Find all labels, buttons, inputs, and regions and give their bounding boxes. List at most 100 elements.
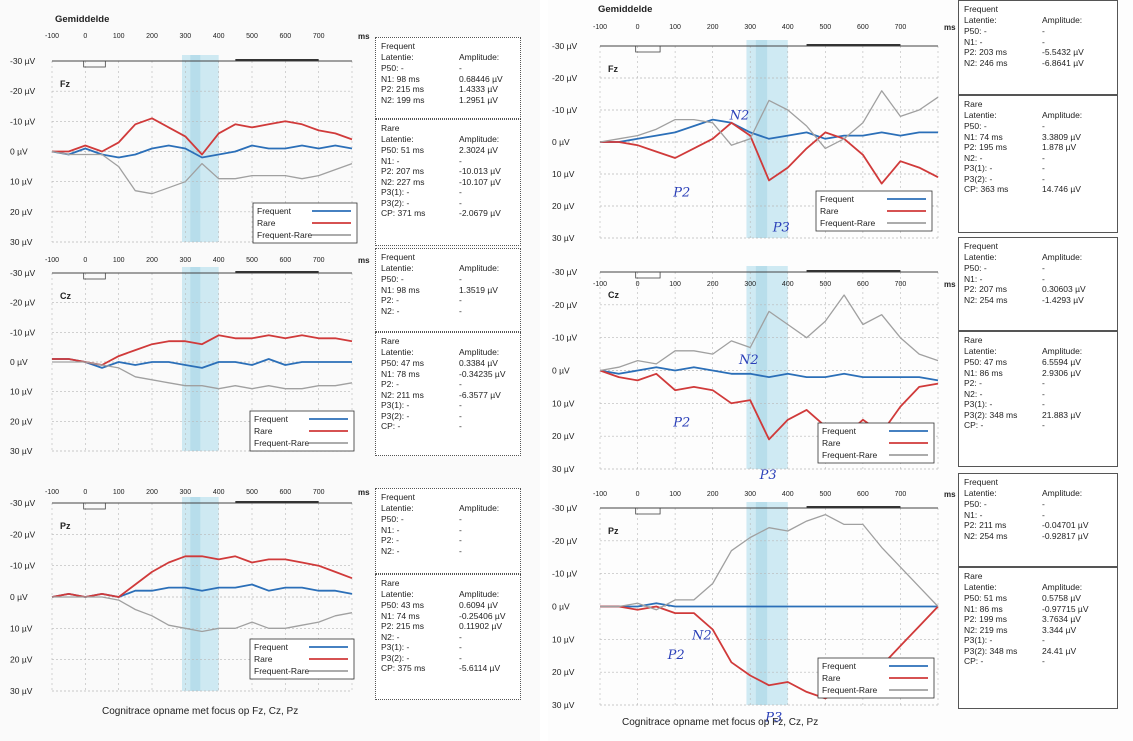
latency-header: Latentie: xyxy=(381,51,414,62)
latency-table: Frequent Latentie: Amplitude: P50: - - N1: 98… xyxy=(375,248,521,332)
amplitude-cell: - xyxy=(1042,273,1045,284)
y-tick-label: 0 µV xyxy=(552,602,570,612)
latency-cell: P2: 203 ms xyxy=(964,47,1007,57)
table-row: P2: - - xyxy=(381,295,515,306)
y-tick-label: -10 µV xyxy=(10,327,36,337)
amplitude-cell: - xyxy=(459,295,462,305)
panel-title: Gemiddelde xyxy=(598,4,653,15)
amplitude-cell: 1.2951 µV xyxy=(459,94,498,105)
table-row: CP: 371 ms -2.0679 µV xyxy=(381,208,515,219)
p300-window-core xyxy=(755,502,768,705)
x-tick-label: 400 xyxy=(782,281,794,288)
y-tick-label: -30 µV xyxy=(552,267,578,277)
amplitude-cell: 6.5594 µV xyxy=(1042,357,1081,367)
table-row: P3(1): - - xyxy=(964,163,1112,174)
p300-window-core xyxy=(190,497,201,691)
table-row: N1: 74 ms 3.3809 µV xyxy=(964,132,1112,143)
annotation-p2: P2 xyxy=(672,185,690,200)
table-heading: Rare xyxy=(381,578,400,588)
table-row: P3(1): - - xyxy=(964,635,1112,646)
amplitude-cell: -0.92817 µV xyxy=(1042,530,1089,541)
latency-cell: P3(1): - xyxy=(381,400,410,410)
handwritten-annotations: N2 P2 P3 xyxy=(672,109,790,236)
amplitude-cell: 24.41 µV xyxy=(1042,645,1077,656)
amplitude-cell: 1.4333 µV xyxy=(459,84,498,94)
latency-cell: P2: 207 ms xyxy=(964,284,1007,294)
amplitude-cell: - xyxy=(459,274,462,284)
x-tick-label: 300 xyxy=(179,489,191,496)
channel-label: Cz xyxy=(60,291,71,301)
y-tick-label: 20 µV xyxy=(10,416,33,426)
latency-cell: P2: 211 ms xyxy=(964,520,1007,530)
amplitude-header: Amplitude: xyxy=(1042,109,1083,120)
legend: Frequent Rare Frequent-Rare xyxy=(249,410,355,452)
latency-cell: P50: - xyxy=(964,263,987,273)
latency-cell: N1: 98 ms xyxy=(381,284,420,295)
amplitude-cell: -2.0679 µV xyxy=(459,208,501,218)
x-tick-label: -100 xyxy=(593,281,607,288)
latency-cell: N2: - xyxy=(964,388,983,399)
latency-cell: N2: - xyxy=(381,631,400,642)
caption: Cognitrace opname met focus op Fz, Cz, P… xyxy=(102,706,299,717)
table-heading: Rare xyxy=(381,123,400,133)
annotation-p2: P2 xyxy=(667,648,685,663)
latency-table: Frequent Latentie: Amplitude: P50: - - N1: - -… xyxy=(958,237,1118,331)
table-row: N1: - - xyxy=(964,274,1112,285)
x-tick-label: 0 xyxy=(83,489,87,496)
table-heading: Rare xyxy=(964,571,983,581)
x-tick-label: 400 xyxy=(213,257,225,264)
table-row: P3(1): - - xyxy=(381,400,515,411)
table-row: CP: 363 ms 14.746 µV xyxy=(964,184,1112,195)
x-tick-label: 100 xyxy=(669,24,681,31)
legend-label: Frequent-Rare xyxy=(822,685,878,695)
y-tick-label: 0 µV xyxy=(10,357,28,367)
x-tick-label: 500 xyxy=(246,33,258,40)
table-row: P3(2): 348 ms 21.883 µV xyxy=(964,410,1112,421)
left-charts: -30 µV -20 µV -10 µV 0 µV 10 µV 20 µV 30 µV -10… xyxy=(10,32,370,696)
latency-cell: P50: - xyxy=(381,63,404,73)
amplitude-cell: 0.5758 µV xyxy=(1042,593,1081,603)
latency-cell: P50: 51 ms xyxy=(381,145,424,155)
latency-cell: P3(2): - xyxy=(381,410,410,421)
latency-header: Latentie: xyxy=(964,251,997,262)
table-row: P3(2): 348 ms 24.41 µV xyxy=(964,646,1112,657)
table-row: P2: 211 ms -0.04701 µV xyxy=(964,520,1112,531)
table-row: P3(2): - - xyxy=(381,653,515,664)
amplitude-cell: - xyxy=(459,535,462,545)
amplitude-cell: - xyxy=(1042,152,1045,163)
latency-cell: N1: 98 ms xyxy=(381,73,420,84)
amplitude-cell: - xyxy=(459,63,462,73)
x-tick-label: 700 xyxy=(313,257,325,264)
table-row: P2: 215 ms 0.11902 µV xyxy=(381,621,515,632)
x-tick-label: 400 xyxy=(213,33,225,40)
y-tick-label: 20 µV xyxy=(552,667,575,677)
amplitude-cell: 21.883 µV xyxy=(1042,409,1081,420)
table-row: P2: 207 ms -10.013 µV xyxy=(381,166,515,177)
x-tick-label: 0 xyxy=(636,24,640,31)
amplitude-cell: - xyxy=(1042,635,1045,645)
table-row: N1: 74 ms -0.25406 µV xyxy=(381,611,515,622)
amplitude-header: Amplitude: xyxy=(1042,581,1083,592)
latency-cell: P50: - xyxy=(964,26,987,36)
y-tick-label: -20 µV xyxy=(10,86,36,96)
x-unit-label: ms xyxy=(944,23,956,32)
latency-cell: P2: 207 ms xyxy=(381,166,424,176)
table-heading: Frequent xyxy=(381,492,416,502)
frequent-line xyxy=(600,118,938,143)
legend-label: Frequent xyxy=(257,206,292,216)
latency-cell: P50: 43 ms xyxy=(381,600,424,610)
amplitude-cell: - xyxy=(459,155,462,166)
table-row: P2: 195 ms 1.878 µV xyxy=(964,142,1112,153)
latency-cell: CP: 371 ms xyxy=(381,208,426,218)
x-tick-label: -100 xyxy=(593,491,607,498)
table-row: N2: 246 ms -6.8641 µV xyxy=(964,58,1112,69)
frequent-rare-line xyxy=(600,513,939,611)
y-tick-label: 0 µV xyxy=(10,592,28,602)
latency-cell: N2: 227 ms xyxy=(381,176,425,187)
table-row: N1: 98 ms 0.68446 µV xyxy=(381,74,515,85)
table-row: P2: - - xyxy=(964,378,1112,389)
frequent-rare-line xyxy=(599,90,939,150)
x-tick-label: 200 xyxy=(707,24,719,31)
latency-cell: P50: 51 ms xyxy=(964,593,1007,603)
table-row: CP: - - xyxy=(964,656,1112,667)
